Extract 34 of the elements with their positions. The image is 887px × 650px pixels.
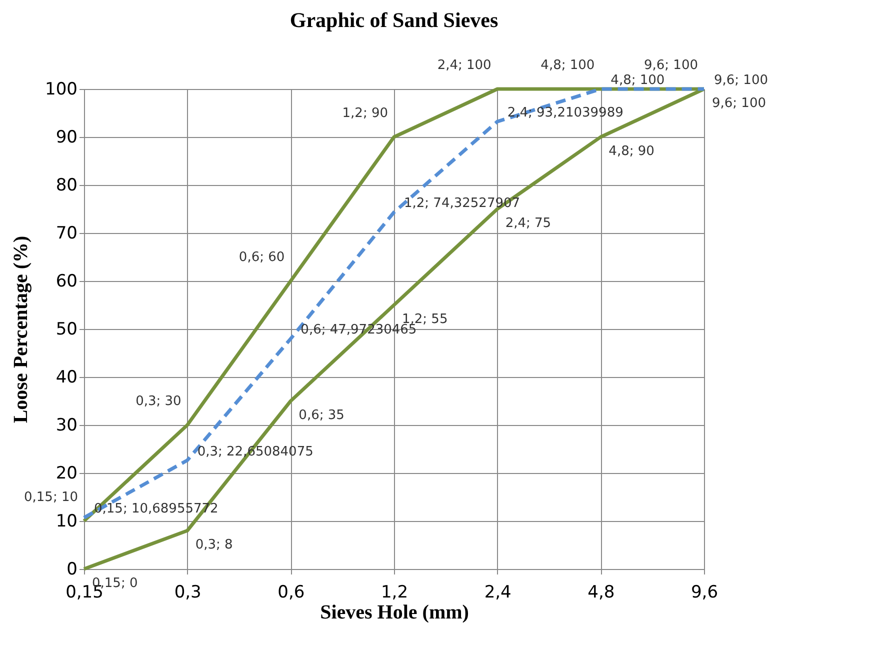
y-tick-label: 20	[56, 464, 78, 484]
x-axis-title: Sieves Hole (mm)	[320, 602, 469, 624]
y-tick-label: 50	[56, 320, 78, 340]
x-tick-label: 1,2	[380, 582, 408, 602]
y-tick-label: 90	[56, 128, 78, 148]
y-tick-label: 60	[56, 272, 78, 292]
y-tick-label: 80	[56, 176, 78, 196]
y-tick-label: 0	[66, 560, 78, 580]
y-tick-label: 40	[56, 368, 78, 388]
data-label: 9,6; 100	[712, 96, 766, 111]
chart-title: Graphic of Sand Sieves	[290, 8, 498, 32]
data-label: 0,15; 10	[24, 490, 78, 505]
data-label: 1,2; 90	[342, 106, 388, 121]
y-tick-label: 70	[56, 224, 78, 244]
y-axis-title: Loose Percentage (%)	[10, 236, 32, 424]
data-label: 4,8; 100	[540, 58, 595, 73]
data-label: 2,4; 100	[437, 58, 492, 73]
data-label: 9,6; 100	[714, 73, 768, 88]
data-label: 9,6; 100	[644, 58, 698, 73]
data-label: 2,4; 75	[505, 216, 552, 231]
x-tick-label: 4,8	[588, 582, 615, 602]
data-label: 4,8; 90	[608, 144, 654, 159]
y-tick-label: 100	[45, 80, 78, 100]
data-label: 0,3; 8	[195, 538, 233, 553]
y-tick-label: 10	[56, 512, 78, 532]
x-tick-label: 0,6	[278, 582, 305, 602]
x-tick-label: 2,4	[484, 582, 512, 602]
x-tick-label: 0,3	[174, 582, 202, 602]
data-label: 0,6; 35	[298, 408, 344, 423]
data-label: 0,3; 30	[136, 394, 182, 409]
data-label: 0,6; 60	[238, 250, 285, 265]
data-label: 4,8; 100	[610, 73, 665, 88]
y-tick-label: 30	[56, 416, 78, 436]
x-tick-label: 9,6	[690, 582, 718, 602]
